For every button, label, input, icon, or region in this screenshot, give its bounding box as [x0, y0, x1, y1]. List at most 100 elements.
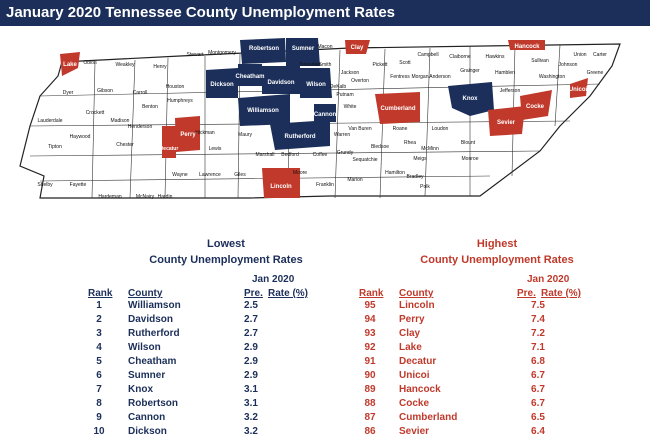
map-label-county: Giles: [234, 172, 246, 178]
county-cell: Cumberland: [399, 412, 458, 423]
map-label-davidson: Davidson: [267, 80, 294, 86]
map-label-county: Sequatchie: [352, 157, 377, 163]
map-label-decatur: Decatur: [160, 146, 179, 152]
map-label-county: Hardeman: [98, 194, 122, 200]
rate-cell: 2.9: [244, 342, 258, 353]
rankings-section: Lowest County Unemployment Rates Jan 202…: [0, 232, 650, 443]
lowest-rows: 1 Williamson 2.5 2 Davidson 2.7 3 Rutherford 2.7…: [68, 300, 368, 440]
map-label-perry: Perry: [180, 132, 196, 138]
county-cell: Lake: [399, 342, 422, 353]
map-label-county: Shelby: [37, 182, 53, 188]
table-row: 89 Hancock 6.7: [345, 384, 645, 398]
table-row: 94 Perry 7.4: [345, 314, 645, 328]
map-label-county: Putnam: [336, 92, 353, 98]
rate-cell: 2.5: [244, 300, 258, 311]
map-label-county: Blount: [461, 140, 476, 146]
county-cell: Dickson: [128, 426, 167, 437]
map-label-county: Washington: [539, 74, 565, 80]
rate-cell: 3.1: [244, 384, 258, 395]
map-label-county: Crockett: [86, 110, 105, 116]
map-label-county: Scott: [399, 60, 411, 66]
highest-col-county: County: [399, 288, 434, 299]
county-robertson: [240, 38, 286, 64]
map-label-county: Dyer: [63, 90, 74, 96]
rate-cell: 6.5: [531, 412, 545, 423]
map-label-county: Fentress: [390, 74, 410, 80]
county-wilson: [300, 68, 332, 98]
map-label-county: Jefferson: [500, 88, 521, 94]
map-label-county: White: [344, 104, 357, 110]
map-label-williamson: Williamson: [247, 108, 279, 114]
map-label-county: Marion: [347, 177, 363, 183]
map-label-county: Fayette: [70, 182, 87, 188]
rate-cell: 3.2: [244, 412, 258, 423]
highest-rows: 95 Lincoln 7.5 94 Perry 7.4 93 Clay 7.2 92 Lake 7.1…: [345, 300, 645, 440]
county-perry: [175, 116, 200, 152]
county-unicoi: [570, 78, 588, 98]
map-label-county: Pickett: [372, 62, 388, 68]
rank-cell: 94: [364, 314, 376, 325]
table-row: 90 Unicoi 6.7: [345, 370, 645, 384]
rank-cell: 1: [96, 300, 102, 311]
map-label-knox: Knox: [463, 96, 479, 102]
lowest-counties: [206, 38, 494, 150]
county-cell: Knox: [128, 384, 153, 395]
map-label-county: Hickman: [195, 130, 215, 136]
table-row: 3 Rutherford 2.7: [68, 328, 368, 342]
lowest-subtitle: County Unemployment Rates: [149, 254, 303, 266]
county-cumberland: [375, 92, 420, 124]
map-label-county: McMinn: [421, 146, 439, 152]
map-label-county: Polk: [420, 184, 430, 190]
map-label-county: Roane: [393, 126, 408, 132]
highest-col-rate: Rate (%): [541, 288, 582, 299]
map-label-county: Lawrence: [199, 172, 221, 178]
tennessee-county-map: Robertson Sumner Davidson Wilson William…: [19, 38, 621, 200]
county-sumner: [286, 38, 320, 66]
map-label-dickson: Dickson: [210, 82, 234, 88]
map-label-lake: Lake: [63, 62, 77, 68]
county-cell: Hancock: [399, 384, 441, 395]
county-rutherford: [270, 120, 330, 150]
rate-cell: 7.5: [531, 300, 545, 311]
table-row: 5 Cheatham 2.9: [68, 356, 368, 370]
rate-cell: 2.9: [244, 356, 258, 367]
map-label-hancock: Hancock: [514, 44, 540, 50]
map-label-county: Stewart: [187, 52, 205, 58]
map-label-county: Hamblen: [495, 70, 515, 76]
rank-cell: 95: [364, 300, 376, 311]
map-label-county: Van Buren: [348, 126, 371, 132]
county-knox: [448, 82, 494, 116]
map-label-robertson: Robertson: [249, 46, 279, 52]
map-label-county: Greene: [587, 70, 604, 76]
rank-cell: 92: [364, 342, 376, 353]
lowest-col-rate: Rate (%): [268, 288, 309, 299]
rank-cell: 3: [96, 328, 102, 339]
map-label-county: McNairy: [136, 194, 155, 200]
map-label-county: Carroll: [133, 90, 148, 96]
map-label-sumner: Sumner: [292, 46, 315, 52]
county-cheatham: [238, 64, 262, 86]
map-label-county: Grainger: [460, 68, 480, 74]
map-label-county: Chester: [116, 142, 134, 148]
map-label-county: Franklin: [316, 182, 334, 188]
rate-cell: 2.7: [244, 328, 258, 339]
county-cell: Lincoln: [399, 300, 435, 311]
county-cell: Cannon: [128, 412, 166, 423]
map-label-cocke: Cocke: [526, 104, 545, 110]
map-label-county: Sullivan: [531, 58, 549, 64]
table-row: 91 Decatur 6.8: [345, 356, 645, 370]
rank-cell: 10: [93, 426, 105, 437]
map-label-county: Macon: [317, 44, 332, 50]
rate-cell: 2.9: [244, 370, 258, 381]
page-title: January 2020 Tennessee County Unemployme…: [0, 0, 650, 26]
county-hancock: [508, 40, 545, 50]
county-lincoln: [262, 168, 300, 198]
rate-cell: 6.7: [531, 398, 545, 409]
county-cannon: [314, 104, 336, 122]
map-label-county: Hamilton: [385, 170, 405, 176]
county-williamson: [238, 94, 290, 126]
rank-cell: 9: [96, 412, 102, 423]
county-cell: Rutherford: [128, 328, 180, 339]
rank-cell: 2: [96, 314, 102, 325]
county-cell: Unicoi: [399, 370, 430, 381]
